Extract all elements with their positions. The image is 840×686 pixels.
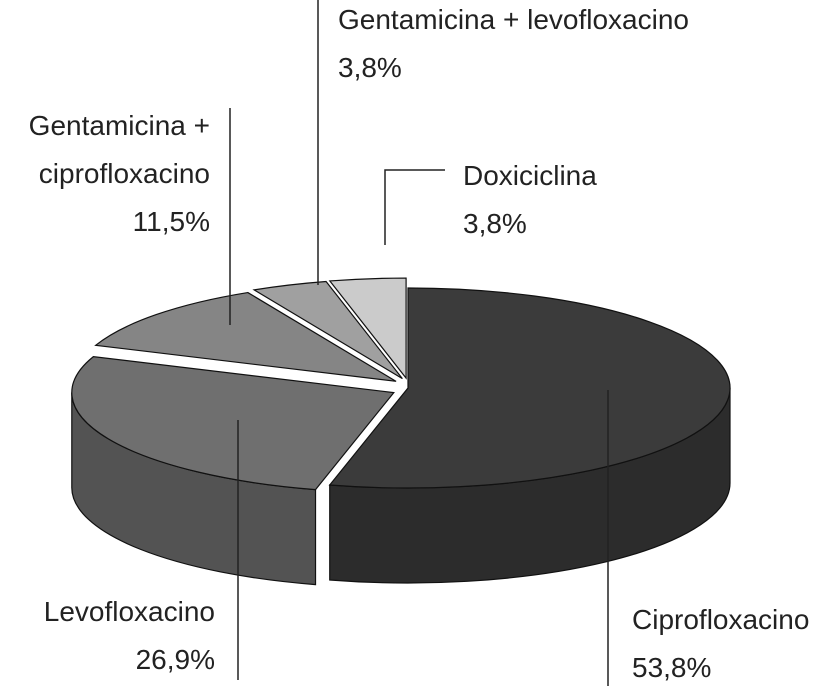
value-label: 26,9% bbox=[135, 644, 215, 675]
pie-tops bbox=[71, 277, 731, 491]
value-label: 3,8% bbox=[463, 208, 527, 239]
leader-line bbox=[384, 169, 445, 245]
label: Gentamicina + ciprofloxacino 11,5% bbox=[0, 102, 210, 246]
label: Levofloxacino 26,9% bbox=[15, 588, 215, 684]
value-label: 53,8% bbox=[632, 652, 712, 683]
slice bbox=[252, 280, 403, 380]
category-label: Levofloxacino bbox=[43, 596, 215, 627]
value-label: 11,5% bbox=[132, 206, 210, 237]
leader-lines bbox=[229, 0, 609, 686]
category-label: Doxiciclina bbox=[463, 160, 597, 191]
category-label: Gentamicina + levofloxacino bbox=[338, 4, 689, 35]
slice bbox=[328, 287, 731, 489]
slice bbox=[71, 355, 395, 491]
slice bbox=[94, 291, 397, 382]
label: Gentamicina + levofloxacino 3,8% bbox=[338, 0, 689, 92]
label: Doxiciclina 3,8% bbox=[463, 152, 597, 248]
slice bbox=[328, 277, 407, 380]
value-label: 3,8% bbox=[338, 52, 402, 83]
label: Ciprofloxacino 53,8% bbox=[632, 596, 809, 686]
category-label: Ciprofloxacino bbox=[632, 604, 810, 635]
category-label: Gentamicina + ciprofloxacino bbox=[28, 110, 210, 189]
